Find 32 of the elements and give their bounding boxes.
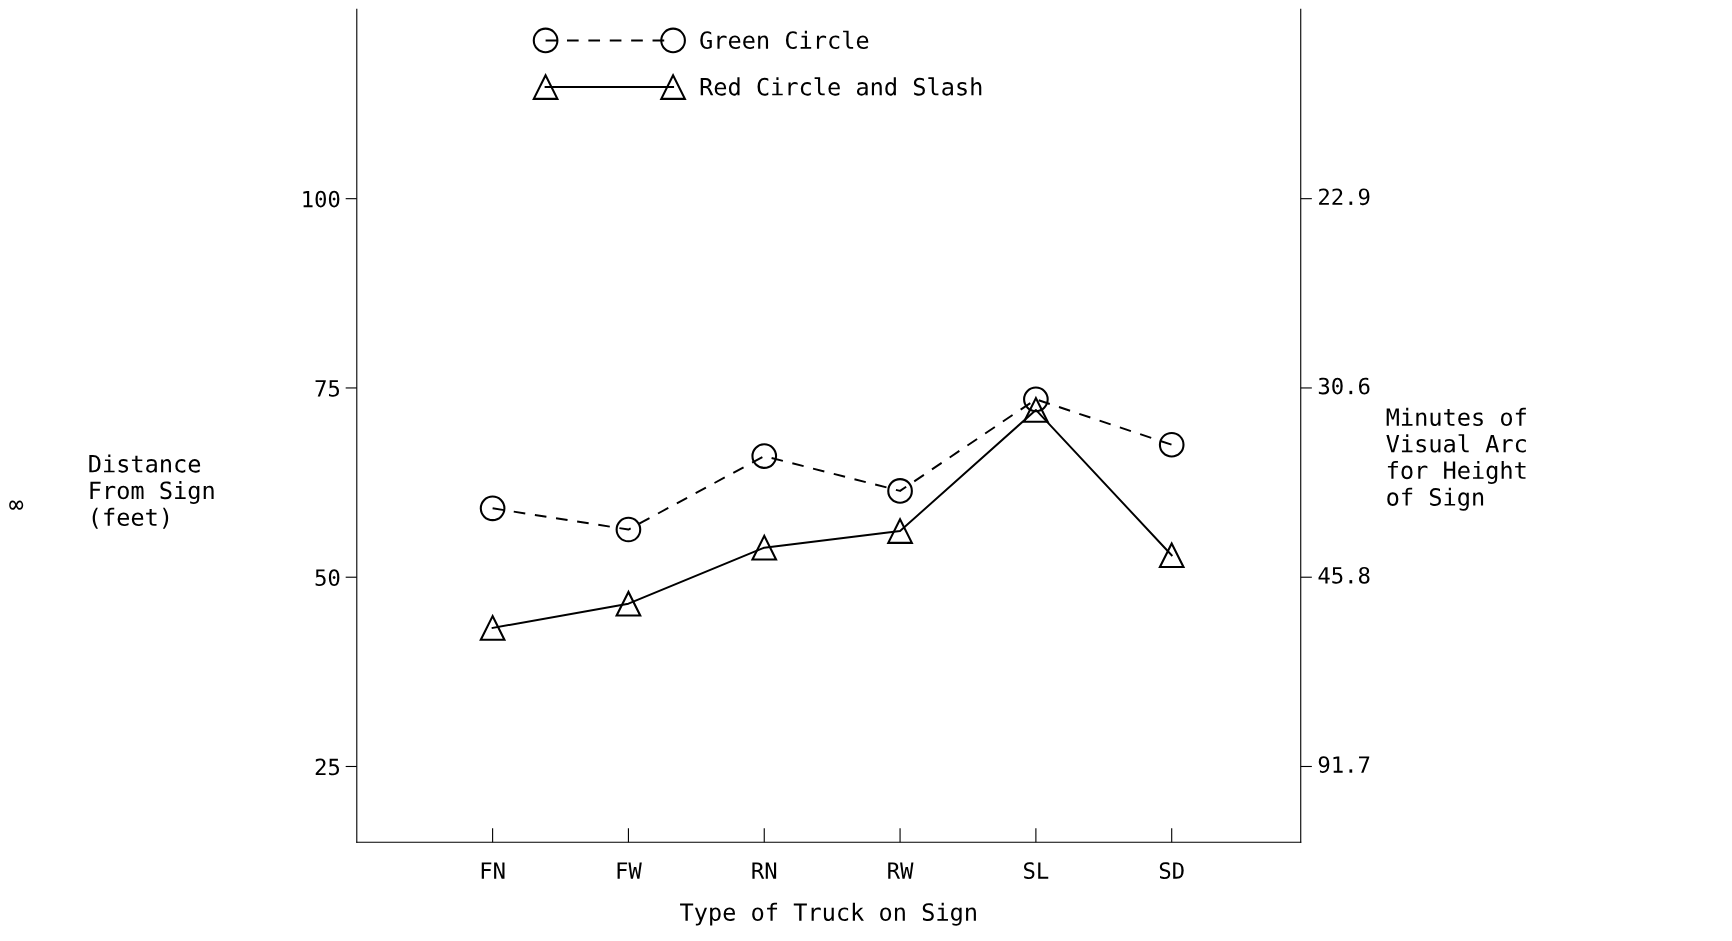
y-tick-label: 75 bbox=[315, 380, 340, 397]
x-tick-label: FN bbox=[481, 862, 505, 879]
legend-label: Green Circle bbox=[700, 30, 869, 50]
text: 30.6 bbox=[1318, 377, 1370, 395]
point bbox=[751, 534, 778, 561]
x-axis-title: Type of Truck on Sign bbox=[680, 902, 976, 926]
point bbox=[887, 478, 913, 504]
x-tick-label: RN bbox=[752, 862, 777, 879]
text: 91.7 bbox=[1318, 756, 1370, 773]
point bbox=[887, 518, 913, 544]
y-tick-label: 50 bbox=[315, 569, 340, 587]
x-tick-label: SD bbox=[1159, 862, 1184, 879]
x-tick-label: SL bbox=[1024, 862, 1049, 879]
x-tick-label: FW bbox=[617, 862, 642, 879]
text: 22.9 bbox=[1319, 188, 1370, 206]
point bbox=[1158, 542, 1185, 569]
point bbox=[1023, 397, 1049, 423]
point bbox=[479, 615, 506, 641]
y-tick-label: 100 bbox=[303, 190, 340, 208]
y-tick-label: 25 bbox=[315, 758, 340, 776]
point bbox=[615, 590, 642, 617]
point bbox=[751, 443, 778, 469]
y-axis-title: Distance From Sign (feet) bbox=[89, 454, 214, 529]
point bbox=[479, 495, 506, 522]
text: ∞ bbox=[9, 500, 24, 510]
point bbox=[615, 516, 642, 543]
y2-axis-title: Minutes of Visual Arc for Height of Sign bbox=[1386, 407, 1526, 511]
x-tick-label: RW bbox=[888, 862, 914, 879]
legend-label: Red Circle and Slash bbox=[700, 77, 982, 96]
point bbox=[1023, 386, 1049, 413]
text: 45.8 bbox=[1318, 566, 1370, 584]
point bbox=[1158, 431, 1185, 458]
